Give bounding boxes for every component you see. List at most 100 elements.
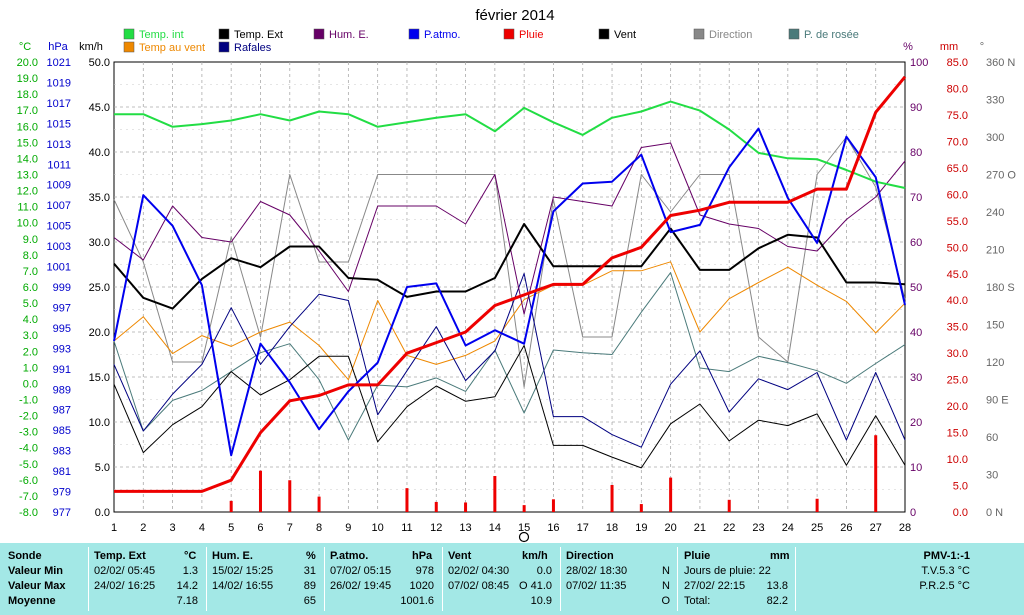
wind-avg-value: 10.9 <box>530 595 552 607</box>
series-line-p-de-ros-e <box>113 272 906 441</box>
rain-bar <box>815 498 819 512</box>
x-tick-label: 24 <box>782 522 794 534</box>
x-tick-label: 25 <box>811 522 823 534</box>
series-line-vent <box>113 345 906 469</box>
dir-header: Direction <box>566 550 614 562</box>
wind-tick-label: 15.0 <box>89 372 110 384</box>
series-line-pluie <box>114 75 907 493</box>
x-tick-label: 16 <box>547 522 559 534</box>
press-unit: hPa <box>412 550 433 562</box>
dir-tick-label: 210 <box>986 245 1004 257</box>
series-line-temp-au-vent <box>113 261 906 381</box>
rain-max-value: 13.8 <box>766 580 788 592</box>
hum-tick-label: 30 <box>910 372 922 384</box>
legend-swatch <box>218 28 230 40</box>
x-tick-label: 6 <box>257 522 263 534</box>
x-tick-label: 2 <box>140 522 146 534</box>
press-tick-label: 1021 <box>47 57 71 69</box>
dir-max-value: N <box>662 580 670 592</box>
x-tick-label: 17 <box>577 522 589 534</box>
hum-tick-label: 20 <box>910 417 922 429</box>
series-line-p-atmo <box>113 127 906 457</box>
rain-tick-label: 75.0 <box>947 110 968 122</box>
rain-tick-label: 35.0 <box>947 322 968 334</box>
temp-max-value: 14.2 <box>176 580 198 592</box>
x-tick-label: 12 <box>430 522 442 534</box>
hum-tick-label: 70 <box>910 192 922 204</box>
dir-tick-label: 60 <box>986 432 998 444</box>
x-tick-label: 22 <box>723 522 735 534</box>
press-tick-label: 979 <box>53 487 71 499</box>
legend-swatch <box>218 41 230 53</box>
x-tick-label: 23 <box>752 522 764 534</box>
press-axis-unit: hPa <box>48 41 68 53</box>
press-tick-label: 1005 <box>47 221 71 233</box>
hum-tick-label: 0 <box>910 507 916 519</box>
x-tick-label: 4 <box>199 522 205 534</box>
rain-bar <box>610 485 614 512</box>
legend-swatch <box>598 28 610 40</box>
rain-bar <box>258 470 262 512</box>
series-line-temp-int <box>114 100 906 189</box>
wind-max-value: 41.0 <box>530 580 552 592</box>
wind-axis-unit: km/h <box>79 41 103 53</box>
dir-tick-label: 120 <box>986 357 1004 369</box>
temp-min-value: 1.3 <box>182 565 198 577</box>
press-tick-label: 1007 <box>47 200 71 212</box>
stats-panel: Sonde Valeur Min Valeur Max Moyenne Temp… <box>0 543 1024 615</box>
temp-tick-label: 12.0 <box>17 186 38 198</box>
rain-bar <box>229 500 233 512</box>
press-tick-label: 1013 <box>47 139 71 151</box>
temp-tick-label: 8.0 <box>23 250 38 262</box>
rain-tick-label: 30.0 <box>947 348 968 360</box>
hum-tick-label: 100 <box>910 57 928 69</box>
temp-tick-label: -4.0 <box>19 443 38 455</box>
press-tick-label: 1017 <box>47 98 71 110</box>
legend-swatch <box>693 28 705 40</box>
press-max-date: 26/02/ 19:45 <box>330 580 392 592</box>
rain-bar <box>493 476 497 512</box>
temp-tick-label: 9.0 <box>23 234 38 246</box>
press-tick-label: 989 <box>53 384 71 396</box>
legend-label: Temp. int <box>139 29 184 41</box>
temp-avg-value: 7.18 <box>176 595 198 607</box>
temp-tick-label: 6.0 <box>23 282 38 294</box>
day-marker-icon <box>518 531 530 543</box>
rain-header: Pluie <box>684 550 711 562</box>
temp-tick-label: 1.0 <box>23 362 38 374</box>
hum-tick-label: 60 <box>910 237 922 249</box>
legend-label: Temp au vent <box>139 42 205 54</box>
rain-bar <box>669 477 673 512</box>
press-tick-label: 985 <box>53 425 71 437</box>
temp-tick-label: 10.0 <box>17 218 38 230</box>
press-min-value: 978 <box>415 565 434 577</box>
series-line-rafales <box>113 273 906 448</box>
x-tick-label: 1 <box>111 522 117 534</box>
temp-min-date: 02/02/ 05:45 <box>94 565 156 577</box>
wind-tick-label: 25.0 <box>89 282 110 294</box>
wind-tick-label: 5.0 <box>95 462 110 474</box>
temp-unit: °C <box>184 550 197 562</box>
x-tick-label: 14 <box>489 522 501 534</box>
temp-tick-label: 14.0 <box>17 153 38 165</box>
wind-tick-label: 45.0 <box>89 102 110 114</box>
hum-unit: % <box>306 550 316 562</box>
x-tick-label: 11 <box>401 522 412 534</box>
dir-tick-label: 240 <box>986 207 1004 219</box>
x-axis-labels: 1 2 3 4 5 6 7 8 9 10 11 12 13 14 15 16 17 18 19 20 21 22 23 24 2… <box>111 522 911 534</box>
rain-tick-label: 65.0 <box>947 163 968 175</box>
x-tick-label: 3 <box>170 522 176 534</box>
legend-swatch <box>503 28 515 40</box>
axis-units: °C hPa km/h % mm ° <box>19 41 984 53</box>
temp-tick-label: 3.0 <box>23 330 38 342</box>
dir-min-date: 28/02/ 18:30 <box>566 565 628 577</box>
temp-tick-label: 13.0 <box>17 170 38 182</box>
temp-tick-label: 2.0 <box>23 346 38 358</box>
press-tick-label: 1011 <box>47 159 71 171</box>
dir-tick-label: 90 E <box>986 395 1009 407</box>
temp-tick-label: 15.0 <box>17 137 38 149</box>
series-line-direction <box>113 136 906 388</box>
press-tick-label: 1019 <box>47 77 71 89</box>
legend-swatch <box>408 28 420 40</box>
dir-tick-label: 30 <box>986 470 998 482</box>
